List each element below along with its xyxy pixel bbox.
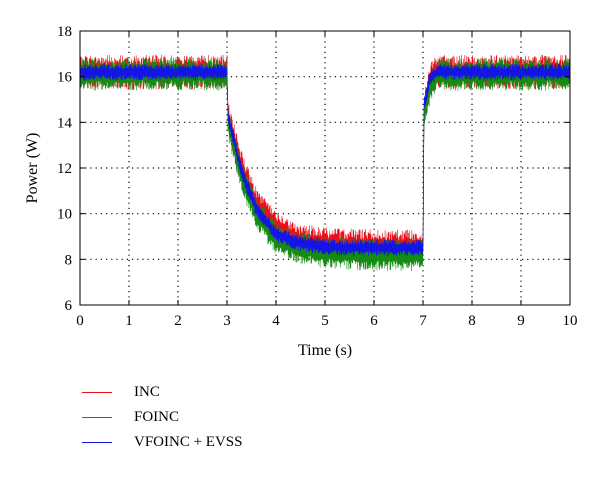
legend: INC FOINC VFOINC + EVSS xyxy=(82,380,242,455)
legend-swatch-vfoinc-evss xyxy=(82,442,112,443)
y-axis-label: Power (W) xyxy=(24,133,41,204)
x-tick-label: 10 xyxy=(563,313,578,329)
x-tick-label: 4 xyxy=(272,313,280,329)
y-tick-label: 16 xyxy=(57,70,73,86)
x-tick-label: 7 xyxy=(419,313,427,329)
y-tick-label: 6 xyxy=(65,298,73,314)
x-tick-label: 0 xyxy=(76,313,84,329)
x-tick-label: 6 xyxy=(370,313,378,329)
legend-item: INC xyxy=(82,380,242,405)
y-tick-label: 8 xyxy=(65,252,73,268)
legend-label-inc: INC xyxy=(134,384,160,400)
x-tick-label: 2 xyxy=(174,313,182,329)
legend-swatch-foinc xyxy=(82,417,112,418)
legend-label-foinc: FOINC xyxy=(134,409,180,425)
y-tick-label: 18 xyxy=(57,24,72,40)
x-tick-label: 5 xyxy=(321,313,329,329)
legend-item: FOINC xyxy=(82,405,242,430)
y-tick-label: 14 xyxy=(57,115,73,131)
x-tick-label: 1 xyxy=(125,313,133,329)
x-tick-label: 9 xyxy=(517,313,525,329)
x-axis-label: Time (s) xyxy=(298,342,352,359)
legend-swatch-inc xyxy=(82,392,112,393)
series-line-inc xyxy=(79,54,571,264)
x-tick-label: 3 xyxy=(223,313,231,329)
series-line-vfoinc-evss xyxy=(79,63,571,257)
x-tick-label: 8 xyxy=(468,313,476,329)
legend-item: VFOINC + EVSS xyxy=(82,430,242,455)
y-tick-label: 10 xyxy=(57,207,72,223)
series-layer xyxy=(79,54,571,271)
y-tick-label: 12 xyxy=(57,161,72,177)
legend-label-vfoinc-evss: VFOINC + EVSS xyxy=(134,434,243,450)
